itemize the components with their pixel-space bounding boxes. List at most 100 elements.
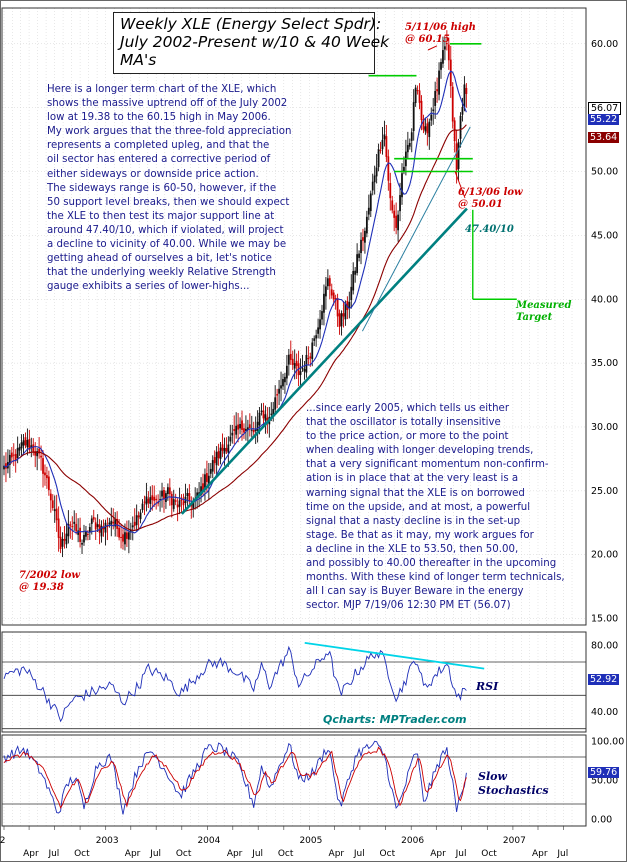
- price-candle-body: [311, 342, 314, 360]
- watermark: Qcharts: MPTrader.com: [323, 713, 467, 726]
- price-candle-body: [3, 465, 5, 470]
- price-candle-body: [24, 437, 27, 446]
- price-candle-body: [153, 496, 156, 501]
- price-candle-body: [200, 486, 202, 496]
- price-candle-body: [344, 303, 347, 320]
- stochastics-label-line-2: Stochastics: [478, 784, 549, 797]
- price-candle-body: [215, 451, 218, 466]
- price-candle-body: [274, 397, 277, 410]
- price-candle-body: [79, 527, 81, 542]
- price-candle-body: [305, 354, 308, 373]
- price-candle-body: [49, 493, 52, 501]
- price-candle-body: [416, 90, 419, 92]
- grid: [2, 8, 586, 826]
- price-candle-body: [28, 438, 31, 450]
- price-candle-body: [291, 358, 294, 365]
- price-candle-body: [406, 145, 409, 153]
- x-tick-label: 2007: [503, 836, 526, 846]
- price-candle-body: [36, 451, 39, 457]
- price-candle-body: [438, 70, 440, 95]
- ma40-tag: 53.64: [588, 132, 620, 143]
- stoch-k-line: [3, 740, 467, 815]
- price-candle-body: [186, 492, 189, 497]
- price-candle-body: [356, 254, 359, 273]
- price-candle-body: [461, 107, 464, 115]
- price-candle-body: [285, 365, 288, 379]
- price-candle-body: [137, 515, 140, 518]
- stoch-tick-label: 0.00: [591, 815, 612, 826]
- commentary-bottom-line-11: a decline in the XLE to 53.50, then 50.0…: [306, 543, 519, 555]
- chart-title-line-3: MA's: [120, 51, 157, 69]
- x-tick-label: Oct: [176, 849, 192, 859]
- price-candle-body: [239, 423, 241, 429]
- price-tick-label: 20.00: [591, 550, 618, 561]
- commentary-bottom-line-10: stage. Be that as it may, my work argues…: [306, 529, 534, 541]
- price-candle-body: [73, 521, 76, 524]
- price-candle-body: [42, 458, 44, 474]
- price-candle-body: [436, 89, 439, 92]
- price-candle-body: [61, 538, 64, 547]
- price-candle-body: [258, 412, 261, 426]
- x-tick-label: 02: [0, 836, 5, 846]
- stoch-tick-label: 50.00: [591, 776, 618, 787]
- price-candle-body: [375, 167, 378, 177]
- price-candle-body: [287, 354, 290, 365]
- price-candle-body: [182, 501, 185, 506]
- price-candle-body: [151, 495, 154, 501]
- price-candle-body: [408, 142, 411, 147]
- price-candle-body: [108, 522, 111, 525]
- major-support-trendline: [180, 207, 468, 515]
- low-2006-pointer: [454, 171, 466, 199]
- price-candle-body: [202, 483, 204, 491]
- commentary-bottom-line-4: when dealing with longer developing tren…: [306, 445, 534, 457]
- price-candle-body: [211, 460, 214, 472]
- annotation-2006-low-line-2: @ 50.01: [458, 199, 503, 210]
- annotation-2002-low-line-2: @ 19.38: [19, 582, 64, 593]
- price-candle-body: [330, 289, 333, 296]
- price-candle-body: [126, 532, 128, 539]
- commentary-bottom-line-6: ation is in place that at the very least…: [306, 473, 519, 485]
- price-candle-body: [176, 504, 179, 508]
- price-candle-body: [395, 215, 398, 228]
- commentary-top-line-8: The sideways range is 60-50, however, if…: [47, 182, 277, 194]
- price-candle-body: [86, 533, 89, 535]
- price-tick-label: 35.00: [591, 358, 618, 369]
- price-candle-body: [338, 313, 341, 327]
- price-candle-body: [346, 300, 349, 311]
- price-candle-body: [192, 502, 195, 509]
- price-candle-body: [8, 454, 11, 465]
- price-candle-body: [350, 286, 353, 301]
- price-candle-body: [219, 447, 222, 459]
- price-candle-body: [276, 394, 279, 396]
- x-tick-label: Oct: [481, 849, 497, 859]
- price-candle-body: [55, 508, 58, 521]
- price-candle-body: [40, 455, 42, 458]
- price-candle-body: [463, 84, 466, 108]
- price-candle-body: [16, 447, 19, 459]
- price-candle-body: [354, 270, 357, 275]
- ma10-tag: 55.22: [588, 114, 620, 125]
- price-candle-body: [391, 200, 394, 211]
- chart-title-line-2: July 2002-Present w/10 & 40 Week: [120, 33, 390, 51]
- price-candle-body: [451, 86, 454, 122]
- price-candle-body: [205, 473, 208, 482]
- price-candle-body: [414, 87, 417, 103]
- chart-title-box: Weekly XLE (Energy Select Spdr): July 20…: [113, 12, 390, 74]
- price-candle-body: [412, 102, 415, 132]
- price-candle-body: [149, 497, 152, 504]
- price-candle-body: [75, 523, 78, 532]
- x-tick-label: Oct: [74, 849, 90, 859]
- price-candle-body: [445, 42, 448, 45]
- price-candle-body: [30, 445, 33, 448]
- x-tick-label: 2003: [96, 836, 119, 846]
- x-tick-label: Jul: [556, 849, 568, 859]
- commentary-top-line-15: gauge exhibits a series of lower-highs..…: [47, 281, 250, 293]
- price-candle-body: [299, 371, 302, 375]
- price-candle-body: [10, 452, 13, 458]
- annotation-2002-low-line-1: 7/2002 low: [19, 570, 81, 581]
- x-tick-label: 2005: [299, 836, 322, 846]
- price-candle-body: [124, 532, 126, 545]
- price-candle-body: [307, 357, 310, 360]
- price-candle-body: [38, 448, 41, 454]
